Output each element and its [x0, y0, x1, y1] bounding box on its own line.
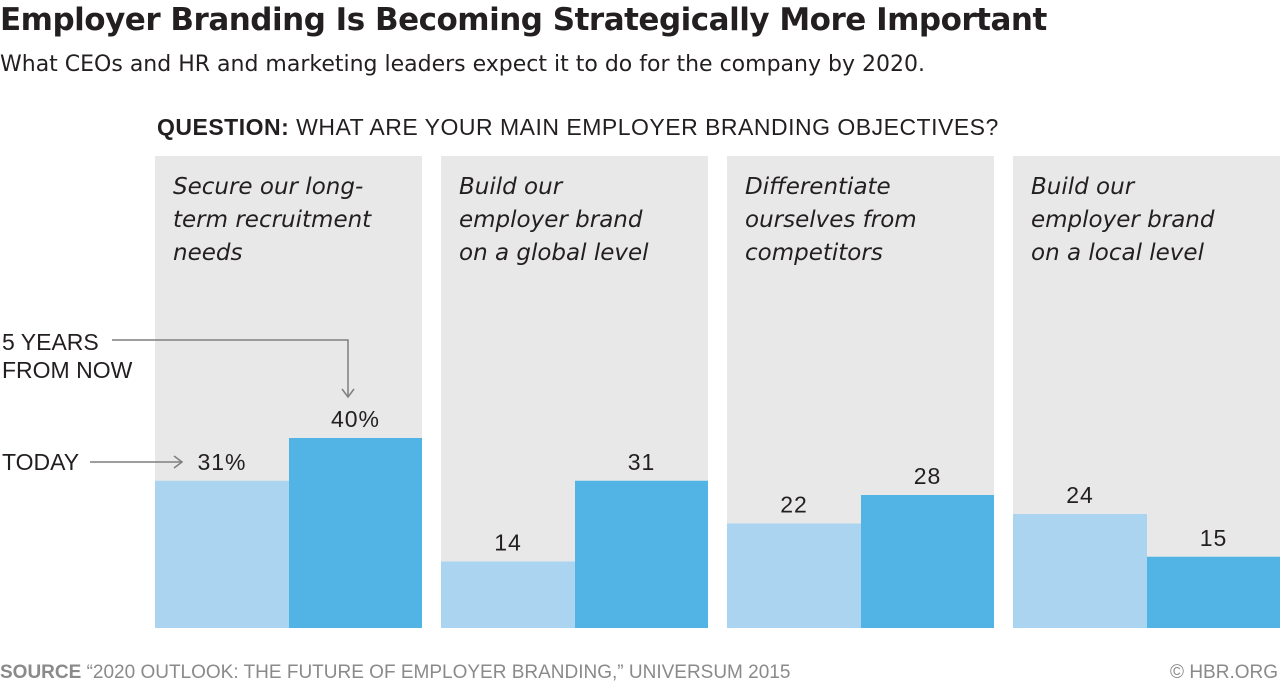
category-label: needs	[173, 240, 242, 266]
bar-today	[1013, 514, 1147, 628]
legend-five-years-line1: 5 YEARS	[2, 329, 99, 355]
bar-today	[441, 561, 575, 628]
bar-today	[155, 480, 289, 628]
data-label: 31	[628, 449, 656, 475]
category-label: on a local level	[1031, 240, 1205, 266]
bar-chart: Secure our long-term recruitment needs 31%…	[2, 156, 1280, 628]
data-label: 14	[494, 530, 522, 556]
question-line: QUESTION: WHAT ARE YOUR MAIN EMPLOYER BR…	[157, 114, 999, 141]
category-label: Differentiate	[745, 174, 891, 200]
category-label: on a global level	[459, 240, 649, 266]
data-label: 31%	[197, 449, 246, 475]
bar-five-years	[861, 495, 994, 628]
legend-today: TODAY	[2, 449, 79, 475]
data-label: 24	[1066, 482, 1094, 508]
data-label: 15	[1200, 525, 1228, 551]
legend-five-years-line2: FROM NOW	[2, 357, 133, 383]
category-label: Secure our long-	[173, 174, 363, 200]
category-label: term recruitment	[173, 207, 372, 233]
chart-subtitle: What CEOs and HR and marketing leaders e…	[0, 52, 925, 77]
arrow-head-today	[173, 455, 184, 469]
data-label: 28	[914, 463, 942, 489]
credit-label: © HBR.ORG	[1170, 662, 1278, 683]
arrow-five-years	[112, 339, 349, 397]
category-label: Build our	[1031, 174, 1136, 200]
bar-five-years	[289, 438, 422, 628]
source-note: SOURCE “2020 OUTLOOK: THE FUTURE OF EMPL…	[0, 662, 790, 684]
question-text: WHAT ARE YOUR MAIN EMPLOYER BRANDING OBJ…	[296, 114, 999, 140]
source-label: SOURCE	[0, 662, 82, 683]
data-label: 22	[780, 492, 808, 518]
category-label: Build our	[459, 174, 564, 200]
data-label: 40%	[331, 406, 380, 432]
bar-five-years	[1147, 556, 1280, 628]
bar-today	[727, 523, 861, 628]
category-label: ourselves from	[745, 207, 917, 233]
bar-five-years	[575, 480, 708, 628]
arrow-head-five-years	[341, 388, 355, 399]
source-text: “2020 OUTLOOK: THE FUTURE OF EMPLOYER BR…	[86, 662, 791, 683]
category-label: employer brand	[1031, 207, 1215, 233]
question-label: QUESTION:	[157, 114, 290, 140]
category-label: employer brand	[459, 207, 643, 233]
category-label: competitors	[745, 240, 883, 266]
chart-title: Employer Branding Is Becoming Strategica…	[0, 2, 1047, 38]
